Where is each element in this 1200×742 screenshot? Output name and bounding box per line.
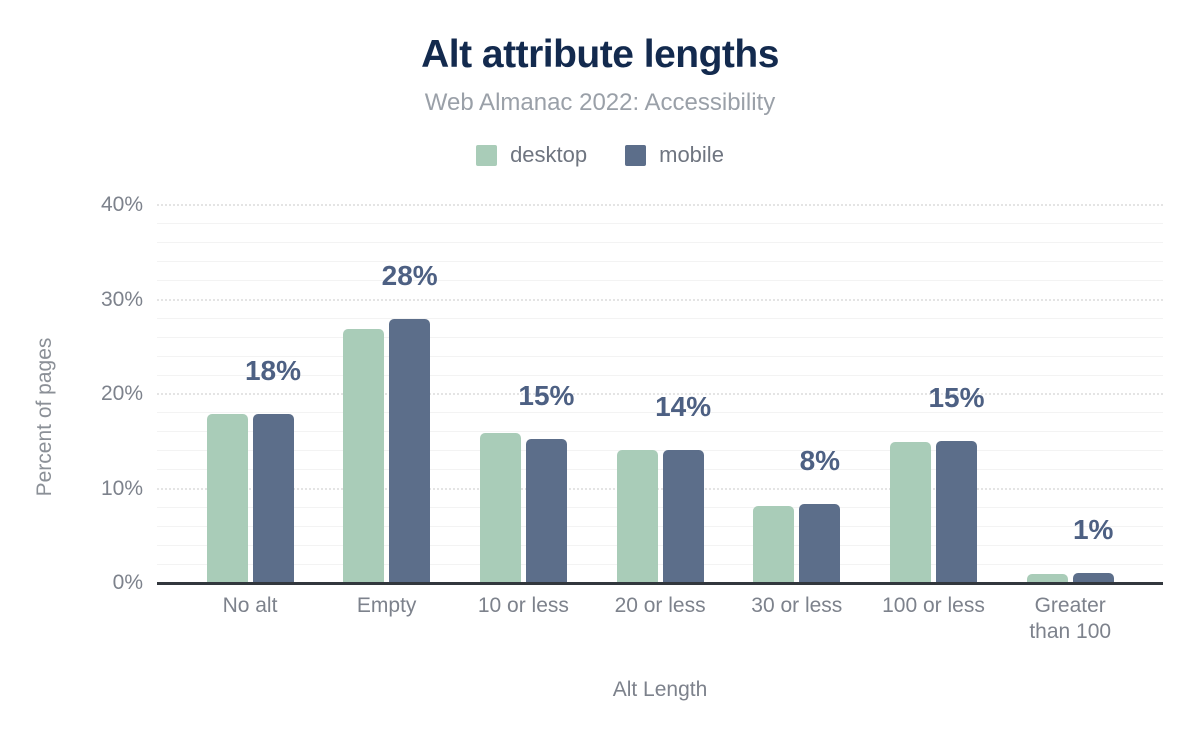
- gridline-minor: [157, 223, 1163, 225]
- x-tick-label-no-alt: No alt: [222, 594, 278, 617]
- bar-mobile-20-or-less[interactable]: [662, 449, 704, 583]
- gridline-minor: [157, 355, 1163, 357]
- gridline-minor: [157, 317, 1163, 319]
- legend: desktop mobile: [0, 142, 1200, 168]
- bar-desktop-greater-than-100[interactable]: [1026, 573, 1068, 583]
- bar-desktop-10-or-less[interactable]: [479, 432, 521, 583]
- desktop-swatch-icon: [476, 144, 498, 166]
- data-label-100-or-less: 15%: [928, 382, 985, 414]
- y-tick-label: 20%: [100, 382, 143, 405]
- gridline-minor: [157, 261, 1163, 263]
- gridline-minor: [157, 469, 1163, 471]
- x-tick-label-10-or-less: 10 or less: [477, 594, 569, 617]
- bar-mobile-100-or-less[interactable]: [936, 441, 977, 583]
- x-tick-label-empty: Empty: [356, 594, 417, 617]
- legend-item-desktop: desktop: [476, 142, 587, 168]
- data-label-10-or-less: 15%: [518, 380, 575, 412]
- gridline-minor: [157, 431, 1163, 433]
- data-label-no-alt: 18%: [244, 354, 302, 386]
- bar-desktop-100-or-less[interactable]: [890, 442, 931, 583]
- gridline-minor: [157, 450, 1163, 452]
- gridline-minor: [157, 242, 1163, 244]
- chart-title: Alt attribute lengths: [421, 33, 779, 76]
- gridline-minor: [157, 506, 1163, 508]
- bar-mobile-10-or-less[interactable]: [525, 439, 567, 583]
- data-label-20-or-less: 14%: [655, 390, 712, 422]
- bar-desktop-no-alt[interactable]: [206, 413, 248, 583]
- y-tick-label: 0%: [112, 571, 143, 594]
- gridline-major: [157, 487, 1163, 490]
- y-tick-label: 10%: [100, 476, 143, 500]
- y-tick-label: 30%: [100, 287, 143, 311]
- gridline-minor: [157, 544, 1163, 546]
- bar-mobile-empty[interactable]: [389, 319, 431, 583]
- bar-desktop-empty[interactable]: [343, 328, 385, 583]
- x-axis-title: Alt Length: [612, 678, 708, 701]
- gridline-minor: [157, 336, 1163, 338]
- x-tick-label-30-or-less: 30 or less: [751, 594, 843, 617]
- bar-desktop-20-or-less[interactable]: [616, 449, 658, 583]
- x-axis-line: [157, 581, 1163, 585]
- legend-item-mobile: mobile: [625, 142, 724, 168]
- data-label-30-or-less: 8%: [799, 444, 841, 476]
- x-tick-label-greater-than-100: Greater than 100: [1029, 594, 1112, 643]
- gridline-minor: [157, 374, 1163, 376]
- gridline-minor: [157, 525, 1163, 527]
- gridline-major: [157, 393, 1163, 395]
- gridline-major: [157, 204, 1163, 206]
- bar-mobile-no-alt[interactable]: [252, 413, 294, 583]
- gridline-major: [157, 298, 1163, 301]
- y-tick-label: 40%: [100, 193, 143, 216]
- bar-mobile-greater-than-100[interactable]: [1072, 572, 1114, 583]
- y-axis-title: Percent of pages: [33, 337, 56, 497]
- gridline-minor: [157, 412, 1163, 414]
- chart-subtitle: Web Almanac 2022: Accessibility: [424, 89, 776, 116]
- data-label-empty: 28%: [381, 260, 438, 292]
- gridline-minor: [157, 280, 1163, 282]
- bar-desktop-30-or-less[interactable]: [753, 505, 795, 583]
- data-label-greater-than-100: 1%: [1072, 513, 1114, 545]
- x-tick-label-100-or-less: 100 or less: [882, 594, 985, 617]
- legend-label-mobile: mobile: [659, 142, 724, 167]
- bar-mobile-30-or-less[interactable]: [799, 503, 841, 583]
- gridline-minor: [157, 563, 1163, 565]
- x-tick-label-20-or-less: 20 or less: [614, 594, 706, 617]
- legend-label-desktop: desktop: [510, 142, 588, 167]
- mobile-swatch-icon: [625, 144, 647, 166]
